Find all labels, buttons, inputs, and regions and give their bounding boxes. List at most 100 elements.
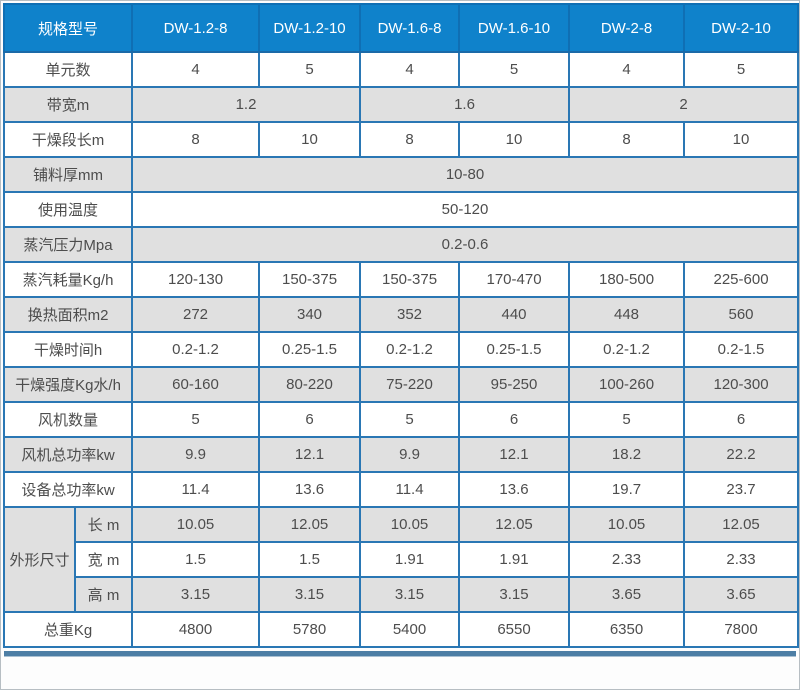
table-row: 总重Kg 4800 5780 5400 6550 6350 7800 [2, 611, 800, 648]
table-row: 外形尺寸长 m 10.05 12.05 10.05 12.05 10.05 12.05 [3, 506, 800, 613]
spec-value-cell: 10 [258, 121, 362, 158]
spec-value-cell: 4800 [131, 611, 261, 648]
spec-value-cell: 150-375 [258, 261, 362, 298]
spec-value-cell: 8 [131, 121, 261, 158]
spec-value-cell: 1.91 [458, 541, 571, 578]
model-header-cell: DW-1.6-8 [359, 3, 461, 53]
spec-value-cell: 2.33 [568, 541, 686, 578]
row-label: 风机数量 [2, 401, 134, 438]
row-label: 蒸汽压力Mpa [2, 226, 134, 263]
spec-value-cell: 5 [458, 51, 571, 88]
row-label: 设备总功率kw [2, 471, 134, 508]
spec-value-cell: 2.33 [683, 541, 800, 578]
table-row: 干燥时间h 0.2-1.2 0.25-1.5 0.2-1.2 0.25-1.5 0.2-1… [2, 331, 800, 368]
spec-value-cell: 18.2 [568, 436, 686, 473]
spec-value-cell: 225-600 [683, 261, 800, 298]
table-row: 蒸汽耗量Kg/h 120-130 150-375 150-375 170-470 180-… [2, 261, 800, 298]
spec-table-header: 规格型号 DW-1.2-8 DW-1.2-10 DW-1.6-8 DW-1.6-10 D… [2, 3, 800, 53]
spec-value-cell: 3.15 [131, 576, 261, 613]
spec-value-cell: 8 [568, 121, 686, 158]
spec-value-cell: 13.6 [458, 471, 571, 508]
spec-value-cell: 5 [258, 51, 362, 88]
spec-value-cell: 5400 [359, 611, 461, 648]
spec-value-cell: 352 [359, 296, 461, 333]
row-label: 总重Kg [2, 611, 134, 648]
spec-value-cell: 3.65 [683, 576, 800, 613]
model-header-cell: DW-2-8 [568, 3, 686, 53]
header-row: 规格型号 DW-1.2-8 DW-1.2-10 DW-1.6-8 DW-1.6-10 D… [2, 3, 800, 53]
row-label: 单元数 [2, 51, 134, 88]
spec-value-cell: 19.7 [568, 471, 686, 508]
row-label: 干燥时间h [2, 331, 134, 368]
row-label: 蒸汽耗量Kg/h [2, 261, 134, 298]
spec-value-cell: 5 [683, 51, 800, 88]
spec-value-cell: 4 [131, 51, 261, 88]
spec-value-cell: 560 [683, 296, 800, 333]
dimension-sub-label: 宽 m [73, 541, 134, 578]
spec-value-cell: 0.2-0.6 [131, 226, 800, 263]
spec-value-cell: 80-220 [258, 366, 362, 403]
table-row: 风机总功率kw 9.9 12.1 9.9 12.1 18.2 22.2 [2, 436, 800, 473]
spec-value-cell: 0.2-1.2 [568, 331, 686, 368]
spec-value-cell: 3.15 [258, 576, 362, 613]
spec-value-cell: 0.2-1.2 [131, 331, 261, 368]
spec-value-cell: 5780 [258, 611, 362, 648]
table-row: 干燥段长m 8 10 8 10 8 10 [2, 121, 800, 158]
corner-header-cell: 规格型号 [2, 3, 134, 53]
table-row: 高 m 3.15 3.15 3.15 3.15 3.65 3.65 [4, 576, 800, 613]
table-row: 单元数 4 5 4 5 4 5 [2, 51, 800, 88]
table-row: 换热面积m2 272 340 352 440 448 560 [2, 296, 800, 333]
table-row: 干燥强度Kg水/h 60-160 80-220 75-220 95-250 100-260… [2, 366, 800, 403]
bottom-accent-bar [4, 651, 796, 657]
spec-value-cell: 4 [359, 51, 461, 88]
spec-value-cell: 120-130 [131, 261, 261, 298]
spec-value-cell: 9.9 [359, 436, 461, 473]
spec-value-cell: 180-500 [568, 261, 686, 298]
spec-value-cell: 23.7 [683, 471, 800, 508]
spec-value-cell: 75-220 [359, 366, 461, 403]
spec-value-cell: 0.25-1.5 [458, 331, 571, 368]
spec-value-cell: 440 [458, 296, 571, 333]
spec-value-cell: 10 [458, 121, 571, 158]
spec-value-cell: 3.15 [359, 576, 461, 613]
table-row: 风机数量 5 6 5 6 5 6 [2, 401, 800, 438]
spec-value-cell: 12.05 [683, 506, 800, 543]
spec-value-cell: 1.6 [359, 86, 571, 123]
table-row: 铺料厚mm 10-80 [2, 156, 800, 193]
row-label: 干燥段长m [2, 121, 134, 158]
spec-value-cell: 0.2-1.2 [359, 331, 461, 368]
spec-value-cell: 3.15 [458, 576, 571, 613]
spec-value-cell: 340 [258, 296, 362, 333]
spec-value-cell: 12.05 [458, 506, 571, 543]
table-row: 使用温度 50-120 [2, 191, 800, 228]
row-label: 换热面积m2 [2, 296, 134, 333]
row-label: 铺料厚mm [2, 156, 134, 193]
model-header-cell: DW-1.2-10 [258, 3, 362, 53]
spec-value-cell: 10.05 [568, 506, 686, 543]
spec-value-cell: 50-120 [131, 191, 800, 228]
spec-table: 规格型号 DW-1.2-8 DW-1.2-10 DW-1.6-8 DW-1.6-10 D… [2, 3, 800, 648]
spec-value-cell: 11.4 [131, 471, 261, 508]
spec-value-cell: 10.05 [359, 506, 461, 543]
row-label: 风机总功率kw [2, 436, 134, 473]
spec-value-cell: 6 [458, 401, 571, 438]
spec-value-cell: 12.1 [458, 436, 571, 473]
spec-value-cell: 100-260 [568, 366, 686, 403]
spec-value-cell: 6550 [458, 611, 571, 648]
spec-value-cell: 448 [568, 296, 686, 333]
row-label: 干燥强度Kg水/h [2, 366, 134, 403]
model-header-cell: DW-1.6-10 [458, 3, 571, 53]
spec-table-body: 单元数 4 5 4 5 4 5 带宽m 1.2 1.6 2 干燥段长m 8 10 8 10 8 10 铺料厚mm 10… [2, 51, 800, 648]
spec-value-cell: 170-470 [458, 261, 571, 298]
spec-value-cell: 272 [131, 296, 261, 333]
dimension-sub-label: 长 m [73, 506, 134, 543]
table-row: 带宽m 1.2 1.6 2 [2, 86, 800, 123]
spec-value-cell: 9.9 [131, 436, 261, 473]
spec-value-cell: 10.05 [131, 506, 261, 543]
table-row: 宽 m 1.5 1.5 1.91 1.91 2.33 2.33 [4, 541, 800, 578]
spec-value-cell: 12.1 [258, 436, 362, 473]
spec-value-cell: 1.5 [131, 541, 261, 578]
spec-value-cell: 1.5 [258, 541, 362, 578]
table-row: 蒸汽压力Mpa 0.2-0.6 [2, 226, 800, 263]
